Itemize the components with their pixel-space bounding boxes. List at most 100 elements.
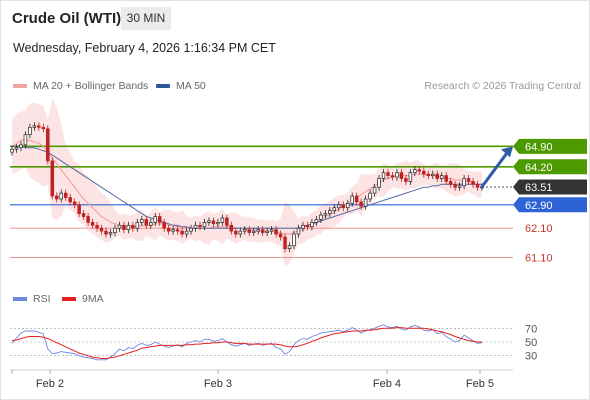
interval-badge[interactable]: 30 MIN xyxy=(121,7,171,30)
candle-body xyxy=(395,172,399,178)
candle xyxy=(104,227,108,238)
candle xyxy=(63,189,68,202)
candle-body xyxy=(256,229,260,232)
candle xyxy=(180,227,184,238)
candle-body xyxy=(59,192,63,200)
candle-body xyxy=(193,224,198,229)
candle-body xyxy=(372,186,377,194)
legend-rsi: RSI xyxy=(13,293,51,305)
candle xyxy=(399,169,404,182)
candle xyxy=(113,224,117,237)
candle-body xyxy=(457,185,462,188)
candle-body xyxy=(328,210,332,214)
candle xyxy=(135,218,140,232)
rsi-panel: 70 50 30 xyxy=(10,323,537,363)
candle xyxy=(175,226,180,235)
candle xyxy=(220,214,225,226)
candle xyxy=(283,233,287,253)
candle xyxy=(390,172,395,181)
moving-averages xyxy=(11,138,482,235)
candle-body xyxy=(32,125,37,128)
candle-body xyxy=(426,173,431,176)
candle-body xyxy=(153,216,157,223)
candle xyxy=(86,213,90,226)
candle xyxy=(381,169,386,182)
candle-body xyxy=(301,224,305,229)
legend-rsi-ma: 9MA xyxy=(62,293,104,305)
candle xyxy=(431,170,435,180)
candle xyxy=(319,211,323,223)
candle-body xyxy=(113,227,117,233)
candle xyxy=(202,218,207,231)
candle-body xyxy=(265,230,269,233)
candle xyxy=(466,174,471,185)
price-tag-bg xyxy=(513,197,587,213)
candle xyxy=(184,227,189,238)
candle xyxy=(14,144,19,153)
ma20-legend-label: MA 20 + Bollinger Bands xyxy=(33,80,149,92)
bollinger-band-area xyxy=(12,98,482,267)
candle-body xyxy=(413,169,417,173)
candle-body xyxy=(243,229,247,232)
candle-body xyxy=(341,204,345,209)
price-tag-text: 64.90 xyxy=(525,141,553,153)
candle xyxy=(337,201,341,212)
candle xyxy=(251,227,256,237)
rsi-line xyxy=(11,324,483,361)
candle-body xyxy=(359,201,363,207)
candle xyxy=(471,177,475,188)
candle-body xyxy=(108,232,113,235)
price-tag-bg xyxy=(513,159,587,175)
candle-body xyxy=(274,229,278,235)
candle-body xyxy=(287,245,292,250)
arrow-head xyxy=(501,146,513,158)
price-tag-text: 63.51 xyxy=(525,182,553,194)
candle xyxy=(81,210,86,221)
candle xyxy=(265,227,269,237)
candle-body xyxy=(126,224,131,231)
candle-body xyxy=(50,160,55,197)
candle-body xyxy=(72,201,77,206)
candle xyxy=(404,174,408,185)
candle xyxy=(99,224,104,235)
price-label-61-10: 61.10 xyxy=(525,252,553,264)
ma50-swatch xyxy=(156,84,170,89)
candle xyxy=(475,180,480,191)
candle xyxy=(131,221,135,232)
candle xyxy=(32,122,37,131)
candle-body xyxy=(269,229,274,232)
price-axis-labels: 64.90 64.20 63.51 62.90 62.10 61.10 xyxy=(513,138,587,264)
candle xyxy=(439,172,444,182)
candle-body xyxy=(95,224,99,229)
candle-body xyxy=(475,183,480,188)
candle-body xyxy=(377,178,381,188)
price-tag-text: 62.90 xyxy=(525,200,553,212)
candle xyxy=(435,170,439,182)
candle xyxy=(296,224,301,238)
candle-body xyxy=(68,197,72,203)
candle-body xyxy=(225,217,229,226)
candle xyxy=(77,201,81,218)
candle-body xyxy=(381,172,386,179)
candle xyxy=(332,204,337,215)
candle xyxy=(10,145,14,156)
candle-body xyxy=(166,227,171,232)
candle-body xyxy=(171,229,175,232)
candle xyxy=(426,170,431,180)
credit-text: Research © 2026 Trading Central xyxy=(424,80,581,92)
candle-body xyxy=(28,126,32,135)
price-tag-bg xyxy=(513,179,587,195)
candle-body xyxy=(431,173,435,176)
candle xyxy=(260,226,265,237)
candle-body xyxy=(417,169,422,172)
time-label-feb-4: Feb 4 xyxy=(373,378,401,390)
candle xyxy=(19,141,23,152)
timestamp: Wednesday, February 4, 2026 1:16:34 PM C… xyxy=(13,41,276,55)
candle xyxy=(287,242,292,253)
candle-body xyxy=(310,222,314,228)
candle xyxy=(171,226,175,235)
candle xyxy=(225,214,229,229)
candle-body xyxy=(247,229,251,233)
candle xyxy=(453,180,457,191)
